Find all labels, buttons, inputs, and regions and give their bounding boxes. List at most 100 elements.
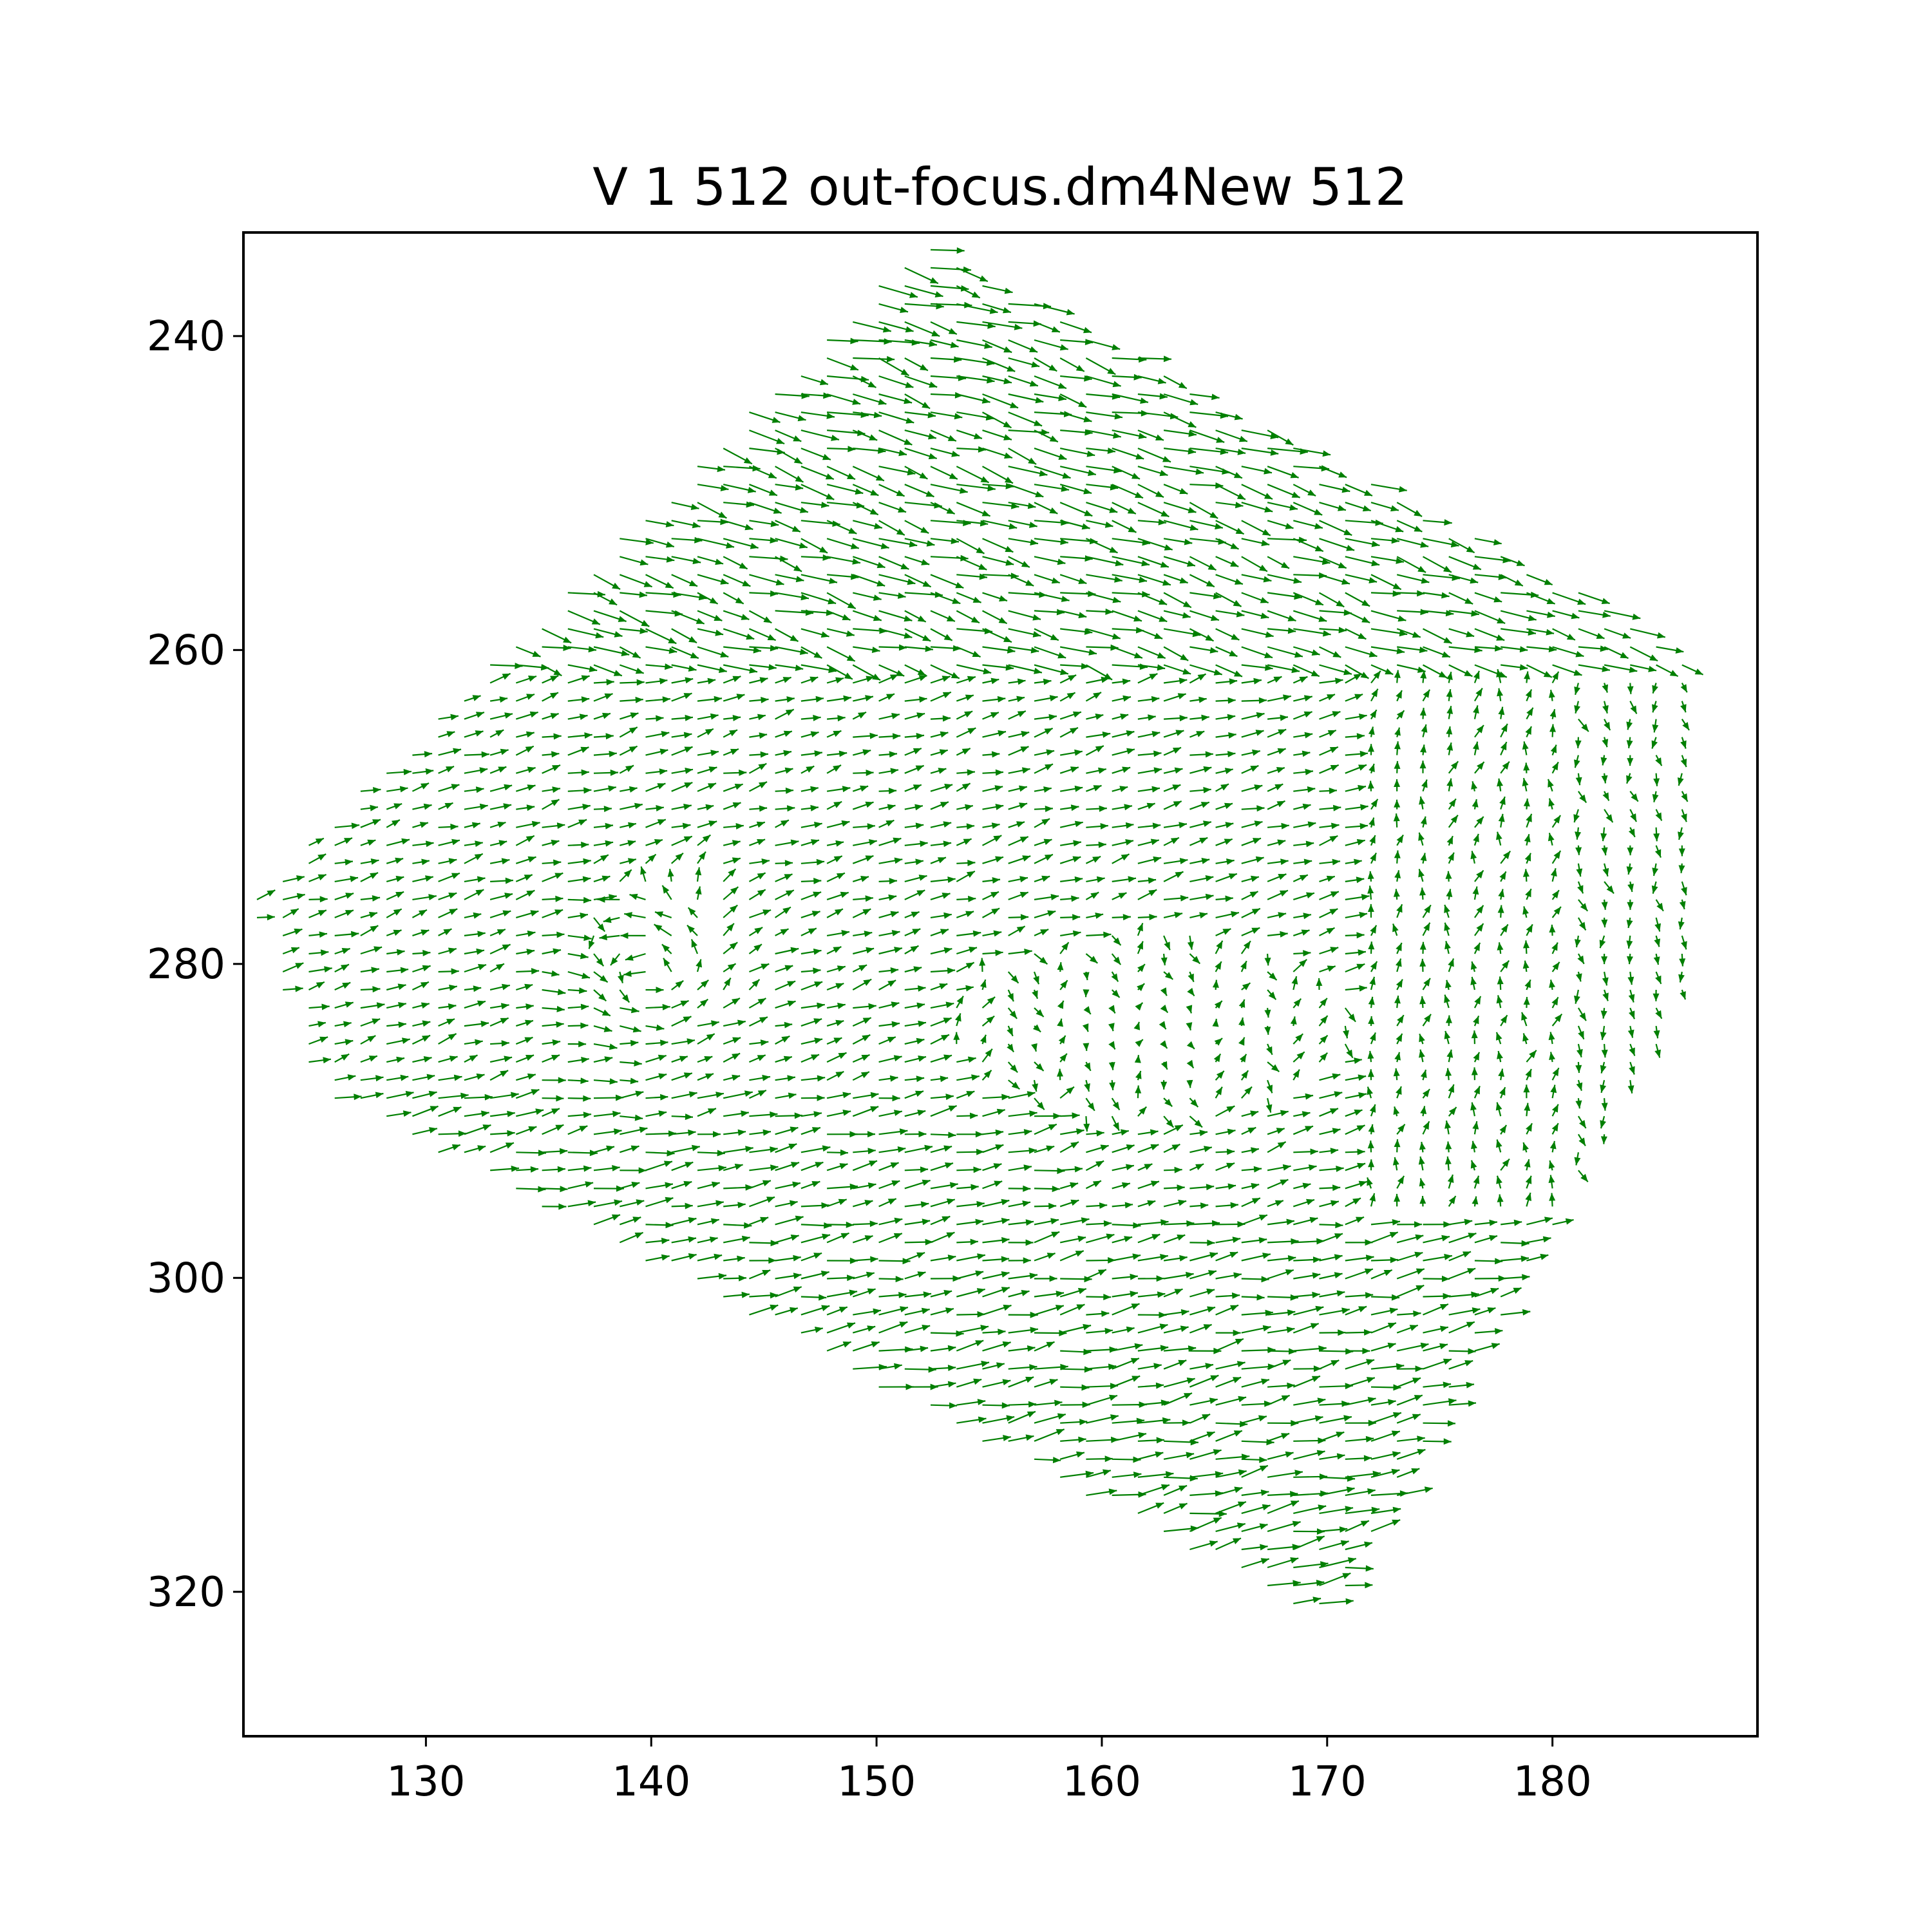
vector-arrow-head [560, 1186, 568, 1193]
vector-arrow-head [1305, 1126, 1313, 1132]
vector-arrow-head [393, 803, 402, 810]
vector-arrow-head [1231, 911, 1239, 918]
vector-arrow-head [939, 749, 948, 755]
vector-arrow-head [1316, 1450, 1325, 1457]
vector-arrow-head [1605, 814, 1613, 822]
vector-arrow-head [661, 944, 670, 952]
vector-arrow-head [741, 1291, 750, 1298]
vector-arrow-head [478, 963, 486, 971]
vector-arrow-head [428, 894, 437, 900]
vector-arrow-head [1261, 1378, 1269, 1385]
vector-arrow-head [1627, 956, 1633, 965]
vector-arrow-head [484, 1094, 493, 1101]
vector-arrow-head [1496, 1032, 1502, 1041]
vector-arrow-head [980, 520, 989, 527]
vector-arrow-head [918, 985, 926, 992]
vector-arrow-head [770, 1292, 778, 1299]
vector-arrow-head [1287, 615, 1296, 621]
vector-arrow-head [1497, 688, 1503, 697]
vector-arrow-head [1326, 927, 1335, 934]
vector-arrow-head [999, 595, 1007, 601]
vector-arrow-head [634, 1114, 643, 1121]
vector-arrow-head [658, 1054, 667, 1061]
vector-arrow-head [790, 839, 799, 846]
vector-arrow-head [1314, 509, 1323, 515]
vector-arrow-head [819, 379, 828, 386]
vector-arrow-head [720, 485, 729, 491]
vector-arrow-head [1444, 1030, 1451, 1039]
vector-arrow-head [710, 713, 719, 720]
vector-arrow-head [1226, 858, 1235, 865]
vector-arrow-head [1133, 1021, 1141, 1030]
vector-arrow-head [951, 672, 960, 679]
vector-arrow-head [1526, 813, 1532, 822]
vector-arrow-head [874, 523, 882, 529]
vector-arrow-head [1072, 914, 1081, 921]
vector-arrow-head [1443, 1293, 1451, 1300]
vector-arrow-head [1264, 1400, 1273, 1407]
vector-arrow-head [1236, 493, 1245, 500]
vector-arrow-head [1677, 777, 1684, 786]
vector-arrow-head [1445, 1015, 1452, 1023]
vector-arrow-head [1213, 592, 1222, 600]
vector-arrow-head [1529, 1050, 1537, 1059]
vector-arrow-head [554, 909, 564, 916]
vector-arrow-head [792, 1181, 800, 1188]
vector-arrow-head [1302, 1111, 1311, 1118]
vector-arrow-head [1420, 670, 1427, 679]
vector-arrow-head [350, 931, 359, 938]
vector-arrow-head [1190, 1099, 1198, 1107]
vector-arrow-head [720, 518, 728, 526]
vector-arrow-head [1179, 1255, 1188, 1262]
vector-arrow-head [1392, 583, 1401, 590]
vector-arrow-head [1600, 1032, 1607, 1040]
vector-arrow-head [609, 750, 617, 757]
vector-arrow-head [1471, 610, 1479, 617]
vector-arrow-head [1159, 393, 1168, 400]
vector-arrow-head [1312, 1272, 1321, 1279]
vector-arrow-head [1632, 613, 1641, 620]
vector-arrow-head [614, 631, 623, 638]
vector-arrow-head [1057, 962, 1064, 971]
vector-arrow-head [835, 909, 843, 916]
vector-arrow-head [688, 665, 697, 672]
vector-arrow-head [1445, 980, 1452, 989]
vector-arrow-head [1651, 885, 1658, 894]
vector-arrow-head [660, 1039, 668, 1046]
vector-arrow-head [833, 856, 842, 862]
vector-arrow-head [762, 909, 772, 916]
vector-arrow-head [976, 1200, 985, 1208]
vector-arrow-head [931, 330, 940, 337]
vector-arrow-head [929, 277, 938, 284]
vector-arrow-head [1264, 1027, 1271, 1035]
vector-arrow-head [800, 594, 809, 601]
vector-arrow-head [688, 1236, 696, 1243]
vector-arrow-head [899, 1321, 908, 1328]
vector-arrow-head [782, 677, 791, 683]
vector-arrow-head [891, 1021, 900, 1028]
vector-arrow-head [267, 914, 275, 921]
vector-arrow-head [477, 931, 486, 938]
vector-arrow-head [1522, 1274, 1530, 1281]
vector-arrow-head [915, 765, 924, 772]
vector-arrow-head [605, 822, 613, 829]
vector-arrow-head [770, 1240, 779, 1247]
vector-arrow-head [1627, 848, 1634, 856]
vector-arrow-head [1264, 652, 1273, 658]
vector-arrow-head [1083, 488, 1092, 495]
vector-arrow-head [1359, 823, 1368, 829]
vector-arrow-head [1132, 473, 1140, 479]
vector-arrow-head [613, 670, 622, 676]
vector-arrow-head [720, 578, 729, 585]
vector-arrow-head [1678, 831, 1684, 840]
vector-arrow-head [632, 1217, 641, 1223]
vector-arrow-head [1269, 972, 1277, 980]
vector-arrow-head [1203, 786, 1211, 793]
vector-arrow-head [726, 923, 734, 932]
vector-arrow-head [1103, 1469, 1111, 1476]
vector-arrow-head [972, 596, 981, 603]
vector-arrow-head [1023, 1257, 1031, 1264]
vector-arrow-head [1198, 696, 1207, 703]
vector-arrow-head [1074, 820, 1083, 828]
vector-arrow-head [1179, 577, 1188, 583]
